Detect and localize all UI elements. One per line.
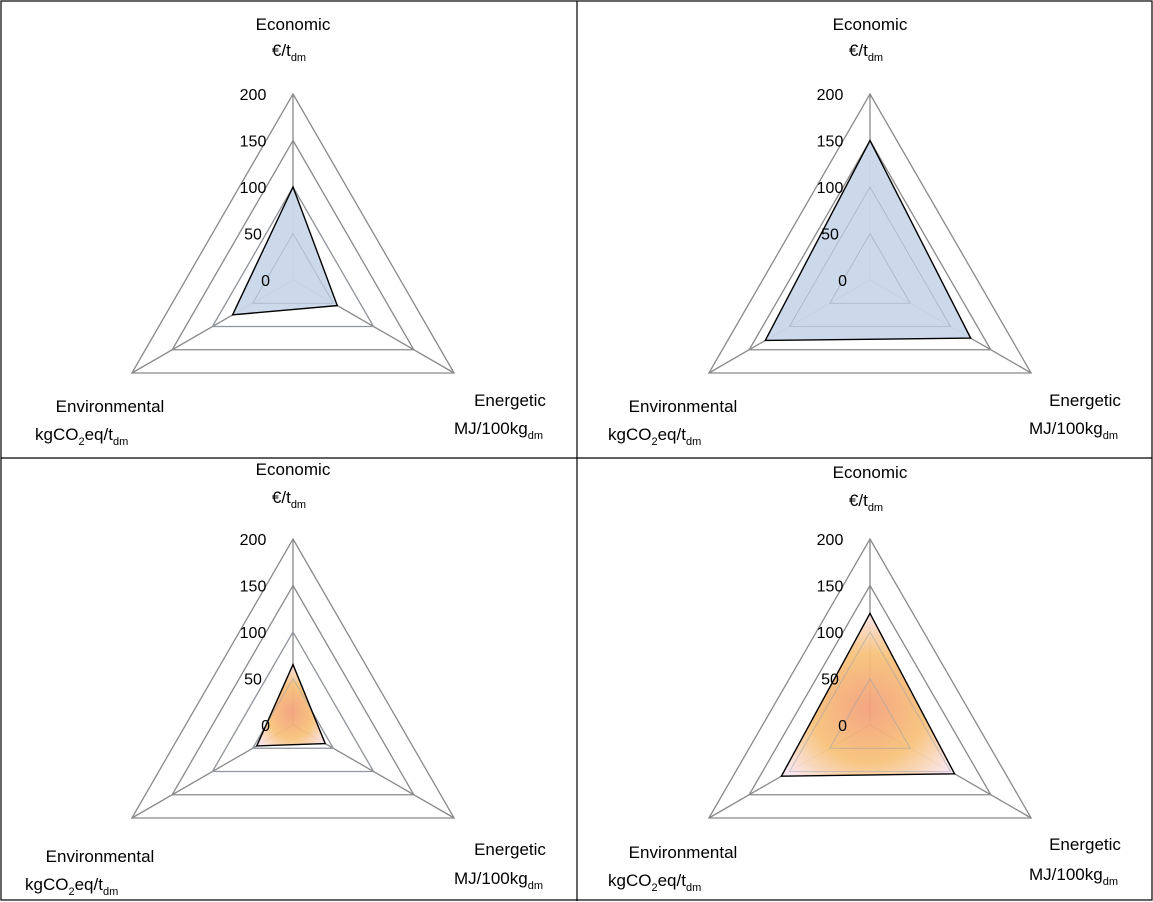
tick-label: 50: [821, 672, 839, 689]
axis-title-energetic: Energetic: [1049, 391, 1121, 410]
series-outline: [764, 138, 972, 342]
tick-label: 50: [821, 227, 839, 244]
tick-label: 150: [817, 134, 844, 151]
grid-ring: [130, 537, 456, 819]
axis-unit-economic: €/tdm: [272, 488, 306, 511]
tick-label: 150: [817, 579, 844, 596]
tick-label: 100: [817, 180, 844, 197]
tick-label: 50: [244, 227, 262, 244]
series-area: [256, 664, 326, 746]
axis-unit-economic: €/tdm: [849, 41, 883, 64]
grid-ring: [748, 139, 992, 351]
axis-title-environmental: Environmental: [56, 397, 165, 416]
axis-unit-environmental: kgCO2eq/tdm: [25, 875, 118, 898]
inner-grid-ring: [788, 186, 952, 327]
axis-title-energetic: Energetic: [1049, 835, 1121, 854]
inner-grid-ring: [252, 232, 334, 304]
tick-label: 100: [240, 625, 267, 642]
axis-title-energetic: Energetic: [474, 840, 546, 859]
axis-unit-economic: €/tdm: [849, 491, 883, 514]
grid-ring: [171, 584, 415, 796]
grid-ring: [707, 537, 1033, 819]
axis-unit-energetic: MJ/100kgdm: [1029, 865, 1118, 888]
axis-unit-energetic: MJ/100kgdm: [454, 869, 543, 892]
grid-ring: [707, 92, 1033, 374]
inner-grid-ring: [211, 631, 375, 772]
axis-title-economic: Economic: [833, 15, 908, 34]
tick-label: 200: [817, 87, 844, 104]
series-area: [781, 613, 955, 777]
tick-label: 0: [838, 718, 847, 735]
axis-unit-environmental: kgCO2eq/tdm: [608, 425, 701, 448]
grid-ring: [748, 584, 992, 796]
axis-title-economic: Economic: [833, 463, 908, 482]
radar-panel-3: 0 50 100 150 200 Economic €/tdm Energetic MJ/100…: [25, 460, 546, 898]
axis-title-environmental: Environmental: [629, 397, 738, 416]
series-outline: [255, 662, 327, 747]
inner-grid-ring: [829, 232, 911, 304]
inner-grid-ring: [211, 186, 375, 327]
axis-title-environmental: Environmental: [629, 843, 738, 862]
series-outline: [780, 611, 956, 777]
tick-label: 200: [240, 532, 267, 549]
tick-label: 150: [240, 579, 267, 596]
series-outline: [231, 185, 339, 316]
radar-panel-2: 0 50 100 150 200 Economic €/tdm Energetic MJ/100…: [608, 15, 1121, 448]
tick-label: 0: [261, 273, 270, 290]
tick-label: 100: [240, 180, 267, 197]
axis-unit-energetic: MJ/100kgdm: [1029, 419, 1118, 442]
grid-ring: [171, 139, 415, 351]
axis-title-environmental: Environmental: [46, 847, 155, 866]
inner-grid-ring: [788, 631, 952, 772]
inner-grid-ring: [829, 677, 911, 749]
tick-label: 0: [261, 718, 270, 735]
tick-label: 150: [240, 134, 267, 151]
series-area: [232, 187, 338, 315]
axis-unit-environmental: kgCO2eq/tdm: [35, 425, 128, 448]
axis-title-energetic: Energetic: [474, 391, 546, 410]
grid-ring: [130, 92, 456, 374]
axis-unit-energetic: MJ/100kgdm: [454, 419, 543, 442]
tick-label: 0: [838, 273, 847, 290]
tick-label: 200: [240, 87, 267, 104]
radar-panel-1: 0 50 100 150 200 Economic €/tdm Energetic MJ/100…: [35, 15, 546, 448]
axis-unit-economic: €/tdm: [272, 41, 306, 64]
series-area: [765, 140, 971, 341]
tick-label: 200: [817, 532, 844, 549]
tick-label: 50: [244, 672, 262, 689]
axis-title-economic: Economic: [256, 460, 331, 479]
radar-panel-4: 0 50 100 150 200 Economic €/tdm Energetic MJ/100…: [608, 463, 1121, 894]
axis-title-economic: Economic: [256, 15, 331, 34]
tick-label: 100: [817, 625, 844, 642]
axis-unit-environmental: kgCO2eq/tdm: [608, 871, 701, 894]
